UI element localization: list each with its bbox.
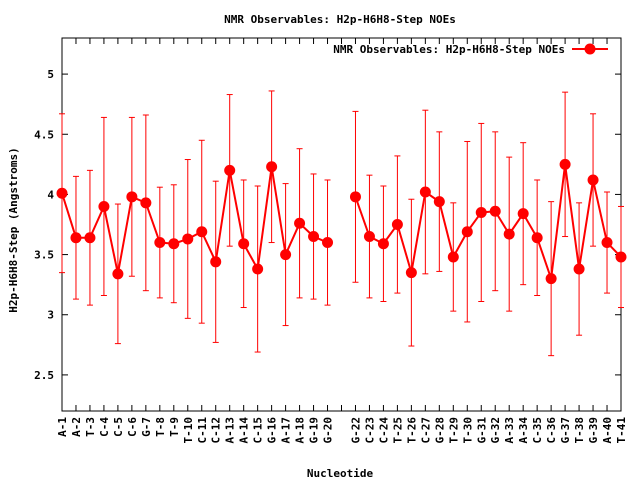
x-tick-label: C-11 [196,417,209,444]
data-point [531,232,543,244]
y-tick-label: 4 [47,188,54,201]
data-point [447,251,459,263]
data-point [238,238,250,250]
data-point [210,256,222,268]
data-point [615,251,627,263]
x-tick-label: A-1 [56,417,69,437]
y-tick-label: 3.5 [34,249,54,262]
x-tick-label: T-10 [182,417,195,444]
x-tick-label: A-34 [517,417,530,444]
x-tick-label: G-28 [433,417,446,444]
data-point [168,238,180,250]
x-tick-label: C-23 [363,417,376,444]
x-tick-label: G-39 [587,417,600,444]
data-point [489,205,501,217]
data-point [252,263,264,275]
x-tick-label: T-9 [168,417,181,437]
x-axis-label: Nucleotide [307,467,374,480]
legend-label: NMR Observables: H2p-H6H8-Step NOEs [333,43,565,56]
data-point [70,232,82,244]
x-tick-label: C-27 [419,417,432,444]
data-point [322,237,334,249]
x-tick-label: A-13 [224,417,237,444]
data-point [224,164,236,176]
data-point [84,232,96,244]
x-tick-label: T-26 [405,417,418,444]
data-point [363,231,375,243]
data-point [377,238,389,250]
series-line [61,166,328,275]
series-lines [61,164,622,279]
x-tick-label: G-19 [308,417,321,444]
data-points [56,158,627,285]
x-tick-label: A-40 [601,417,614,444]
x-tick-label: T-41 [615,417,628,444]
data-point [391,219,403,230]
data-point [266,161,278,173]
x-tick-label: T-30 [461,417,474,444]
x-tick-label: C-24 [377,417,390,444]
x-axis: A-1 A-2 T-3 C-4 C-5 C-6 G-7 T-8 T-9 T-10 C-11 C-12 A… [56,38,628,444]
x-tick-label: G-16 [266,417,279,444]
data-point [349,191,361,203]
x-tick-label: G-32 [489,417,502,444]
data-point [112,268,124,280]
chart-title: NMR Observables: H2p-H6H8-Step NOEs [224,13,456,26]
x-tick-label: C-12 [210,417,223,444]
data-point [98,200,110,212]
data-point [573,263,585,275]
data-point [419,186,431,198]
x-tick-label: G-31 [475,417,488,444]
x-tick-label: C-15 [252,417,265,444]
data-point [433,196,445,208]
x-tick-label: C-35 [531,417,544,444]
x-tick-label: G-37 [559,417,572,444]
y-axis-label: H2p-H6H8-Step (Angstroms) [7,147,20,313]
x-tick-label: C-4 [98,417,111,437]
y-tick-label: 5 [47,68,54,81]
x-tick-label: T-3 [84,417,97,437]
x-tick-label: T-25 [391,417,404,444]
x-tick-label: A-14 [238,417,251,444]
data-point [182,233,194,245]
x-tick-label: A-18 [294,417,307,444]
x-tick-label: C-6 [126,417,139,437]
x-tick-label: T-29 [447,417,460,444]
data-point [56,187,68,199]
series-line [354,164,622,279]
data-point [587,174,599,186]
data-point [405,267,417,279]
x-tick-label: C-36 [545,417,558,444]
data-point [280,249,292,261]
x-tick-label: A-2 [70,417,83,437]
x-tick-label: A-17 [280,417,293,444]
data-point [126,191,138,203]
data-point [140,197,152,209]
data-point [154,237,166,249]
data-point [475,206,487,218]
y-tick-label: 3 [47,309,54,322]
data-point [503,228,515,240]
data-point [308,231,320,243]
x-tick-label: G-22 [349,417,362,444]
x-tick-label: G-20 [322,417,335,444]
y-tick-label: 4.5 [34,128,54,141]
x-tick-label: C-5 [112,417,125,437]
error-bars [59,90,624,357]
data-point [545,273,557,285]
data-point [461,226,473,238]
data-point [294,217,306,229]
x-tick-label: T-38 [573,417,586,444]
x-tick-label: G-7 [140,417,153,437]
x-tick-label: T-8 [154,417,167,437]
legend-marker [584,43,596,55]
y-tick-label: 2.5 [34,369,54,382]
legend: NMR Observables: H2p-H6H8-Step NOEs [333,43,608,56]
x-tick-label: A-33 [503,417,516,444]
data-point [517,208,529,220]
data-point [601,237,613,249]
data-point [559,158,571,170]
data-point [196,226,208,238]
